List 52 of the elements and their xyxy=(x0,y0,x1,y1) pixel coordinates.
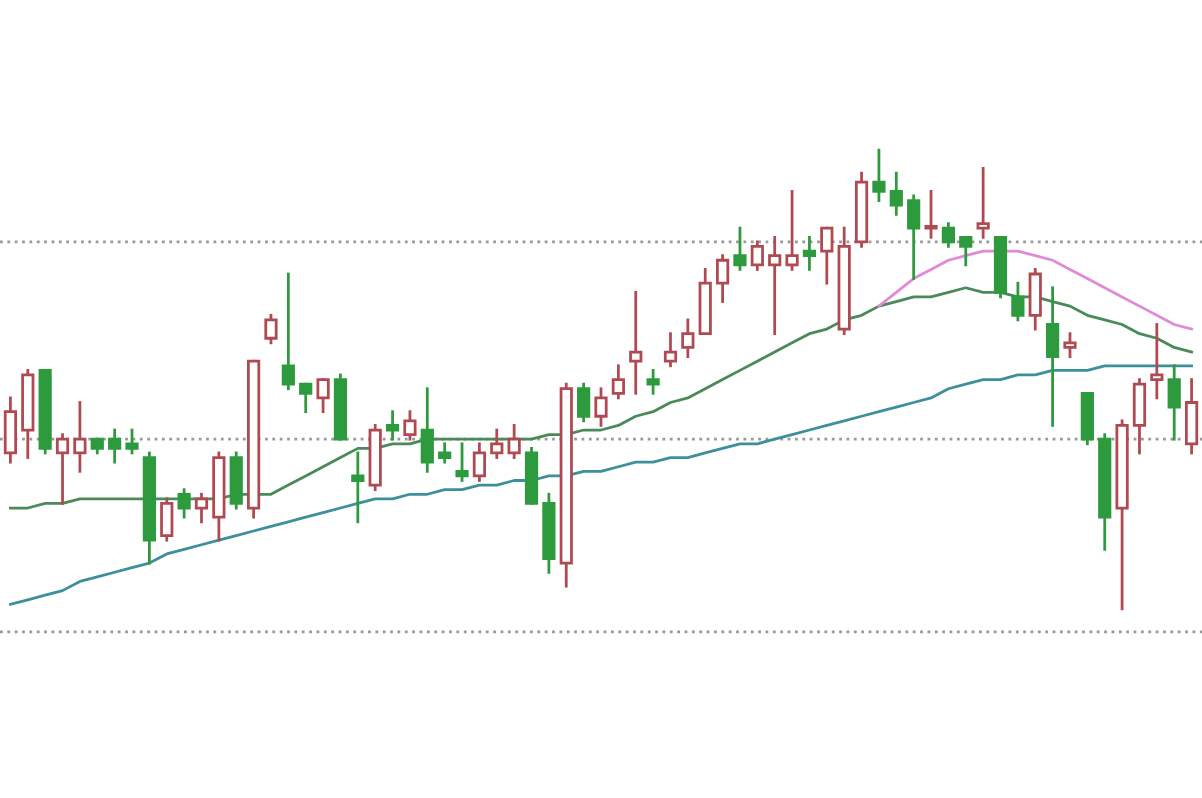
candlestick xyxy=(125,428,139,455)
candlestick xyxy=(1063,332,1077,358)
candlestick xyxy=(3,396,18,464)
candlestick xyxy=(715,254,730,303)
candlestick xyxy=(194,492,209,524)
candlestick xyxy=(768,235,782,336)
candlestick xyxy=(299,382,313,414)
candlestick xyxy=(785,190,799,271)
candlestick xyxy=(1028,268,1042,331)
candlestick xyxy=(507,424,521,459)
candlestick xyxy=(455,442,469,482)
candlestick xyxy=(924,190,938,239)
candlestick xyxy=(1132,378,1147,455)
candlestick xyxy=(872,148,886,202)
candlestick xyxy=(802,235,817,271)
candlestick xyxy=(889,171,903,216)
candlestick xyxy=(629,290,643,395)
candlestick xyxy=(907,194,921,280)
candlestick xyxy=(281,272,295,391)
candlestick xyxy=(403,410,417,441)
candlestick xyxy=(438,442,452,464)
candlestick xyxy=(108,428,122,464)
candlestick xyxy=(1011,281,1025,322)
candlestick xyxy=(577,382,591,423)
candlestick xyxy=(1150,323,1164,400)
candlestick xyxy=(941,222,955,248)
candlestick xyxy=(385,410,400,441)
candlestick xyxy=(229,451,243,510)
candlestick xyxy=(55,433,70,505)
candlestick xyxy=(490,428,504,459)
candlestick xyxy=(177,488,191,519)
candlestick xyxy=(73,401,87,473)
candlestick xyxy=(160,497,174,542)
candlestick xyxy=(663,332,678,368)
candlestick xyxy=(420,387,434,473)
candlestick xyxy=(611,364,625,400)
candlestick xyxy=(264,313,278,345)
candlestick xyxy=(750,240,764,271)
candlestick xyxy=(594,387,608,427)
candlestick xyxy=(351,451,365,524)
candlestick xyxy=(1080,391,1094,446)
candlestick xyxy=(959,235,973,267)
candlestick xyxy=(646,368,660,395)
candlestick xyxy=(472,442,487,482)
candlestick xyxy=(820,226,834,285)
candlestick xyxy=(733,226,747,271)
candlestick xyxy=(1167,364,1181,441)
candlestick xyxy=(976,167,990,239)
candlestick xyxy=(1184,378,1199,455)
candlestick xyxy=(1046,286,1060,427)
candlestick xyxy=(316,378,330,414)
candlestick xyxy=(681,318,695,358)
